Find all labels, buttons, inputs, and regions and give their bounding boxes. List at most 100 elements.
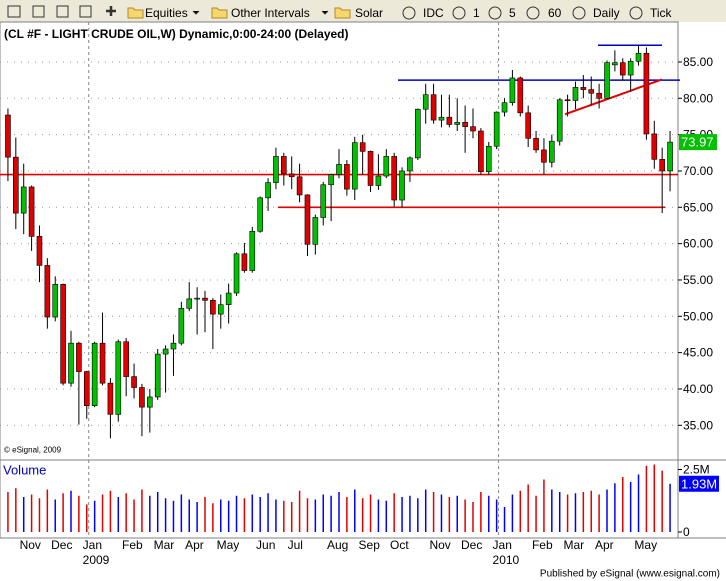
candle-body [257,197,263,232]
x-tick-label: Feb [122,538,143,552]
candle-body [225,292,232,305]
y-tick-label: 65.00 [683,200,713,214]
candle-body [162,348,169,355]
candle-body [596,92,602,99]
candle-body [52,284,59,318]
toolbar-item[interactable]: Solar [355,6,383,20]
x-tick-label: Jan [493,538,512,552]
candle-body [667,141,673,172]
candle-body [399,170,405,201]
y-tick-label: 45.00 [683,346,713,360]
candle-body [643,52,650,135]
candle-body [288,173,295,178]
candle-body [659,159,665,172]
x-tick-label: Feb [532,538,553,552]
candle-body [115,341,122,415]
candle-body [556,99,563,142]
candle-body [249,230,256,271]
y-tick-label: 70.00 [683,164,713,178]
x-tick-label: Apr [595,538,614,552]
candle-body [454,121,461,125]
candle-body [154,353,161,398]
candle-body [462,121,468,127]
y-tick-label: 35.00 [683,418,713,432]
toolbar-item[interactable]: Daily [593,6,620,20]
toolbar-item[interactable]: 60 [548,6,562,20]
footer: Published by eSignal (www.esignal.com) [540,569,720,580]
candle-body [478,130,484,172]
y-tick-label: 80.00 [683,91,713,105]
candle-body [509,77,516,103]
x-tick-label: Sep [359,538,381,552]
candle-body [217,304,224,315]
last-volume-badge [679,475,719,492]
last-price-label: 73.97 [681,135,714,150]
candle-body [651,133,658,160]
candle-body [344,164,350,190]
candle-body [619,62,626,76]
y-tick-label: 85.00 [683,55,713,69]
x-year-label: 2009 [83,553,110,567]
candle-body [627,60,634,76]
candle-body [99,342,106,384]
candle-body [147,396,153,408]
candle-body [525,112,531,139]
y-tick-label: 55.00 [683,273,713,287]
toolbar-icons [7,5,643,20]
copyright: © eSignal, 2009 [4,446,62,455]
x-tick-label: Mar [563,538,584,552]
toolbar-item[interactable]: 5 [509,6,516,20]
candle-body [533,137,539,151]
candle-body [383,156,390,177]
x-tick-label: Oct [390,538,409,552]
candle-body [241,253,248,271]
candle-body [28,186,35,237]
candle-body [359,142,366,152]
candle-body [123,341,129,377]
candle-body [351,142,358,190]
candle-body [194,297,200,300]
candle-body [564,99,571,102]
candle-body [265,182,271,199]
candle-body [131,376,137,388]
x-tick-label: Jan [83,538,102,552]
candle-body [60,284,66,384]
x-tick-label: Dec [461,538,482,552]
x-year-label: 2010 [493,553,520,567]
candle-body [588,89,595,94]
candle-body [178,308,185,344]
toolbar-item[interactable]: IDC [423,6,444,20]
toolbar-item[interactable]: Equities [145,6,188,20]
candle-body [202,297,208,301]
candle-body [485,145,492,172]
candle-body [210,300,216,315]
candle-body [438,116,445,121]
candle-body [541,149,547,163]
candle-body [501,102,508,113]
x-tick-label: Nov [20,538,41,552]
chart-title: (CL #F - LIGHT CRUDE OIL,W) Dynamic,0:00… [4,27,349,41]
candle-body [446,116,453,125]
candle-body [415,108,421,159]
candle-body [273,156,279,183]
candle-body [549,140,555,163]
candle-body [304,194,311,245]
last-price-badge [679,134,717,151]
x-tick-label: Apr [185,538,204,552]
candle-body [76,342,82,372]
toolbar-item[interactable]: Tick [650,6,673,20]
candle-body [186,298,193,309]
x-tick-label: Dec [51,538,72,552]
x-tick-label: May [217,538,240,552]
candle-body [430,94,437,121]
candle-body [296,176,303,196]
candle-body [5,114,11,158]
toolbar [0,0,726,22]
candle-body [83,371,90,406]
candle-body [517,77,524,114]
candle-body [612,62,618,66]
toolbar-item[interactable]: 1 [473,6,480,20]
toolbar-item[interactable]: Other Intervals [231,6,310,20]
candle-body [493,111,500,147]
x-tick-label: Jul [288,538,303,552]
